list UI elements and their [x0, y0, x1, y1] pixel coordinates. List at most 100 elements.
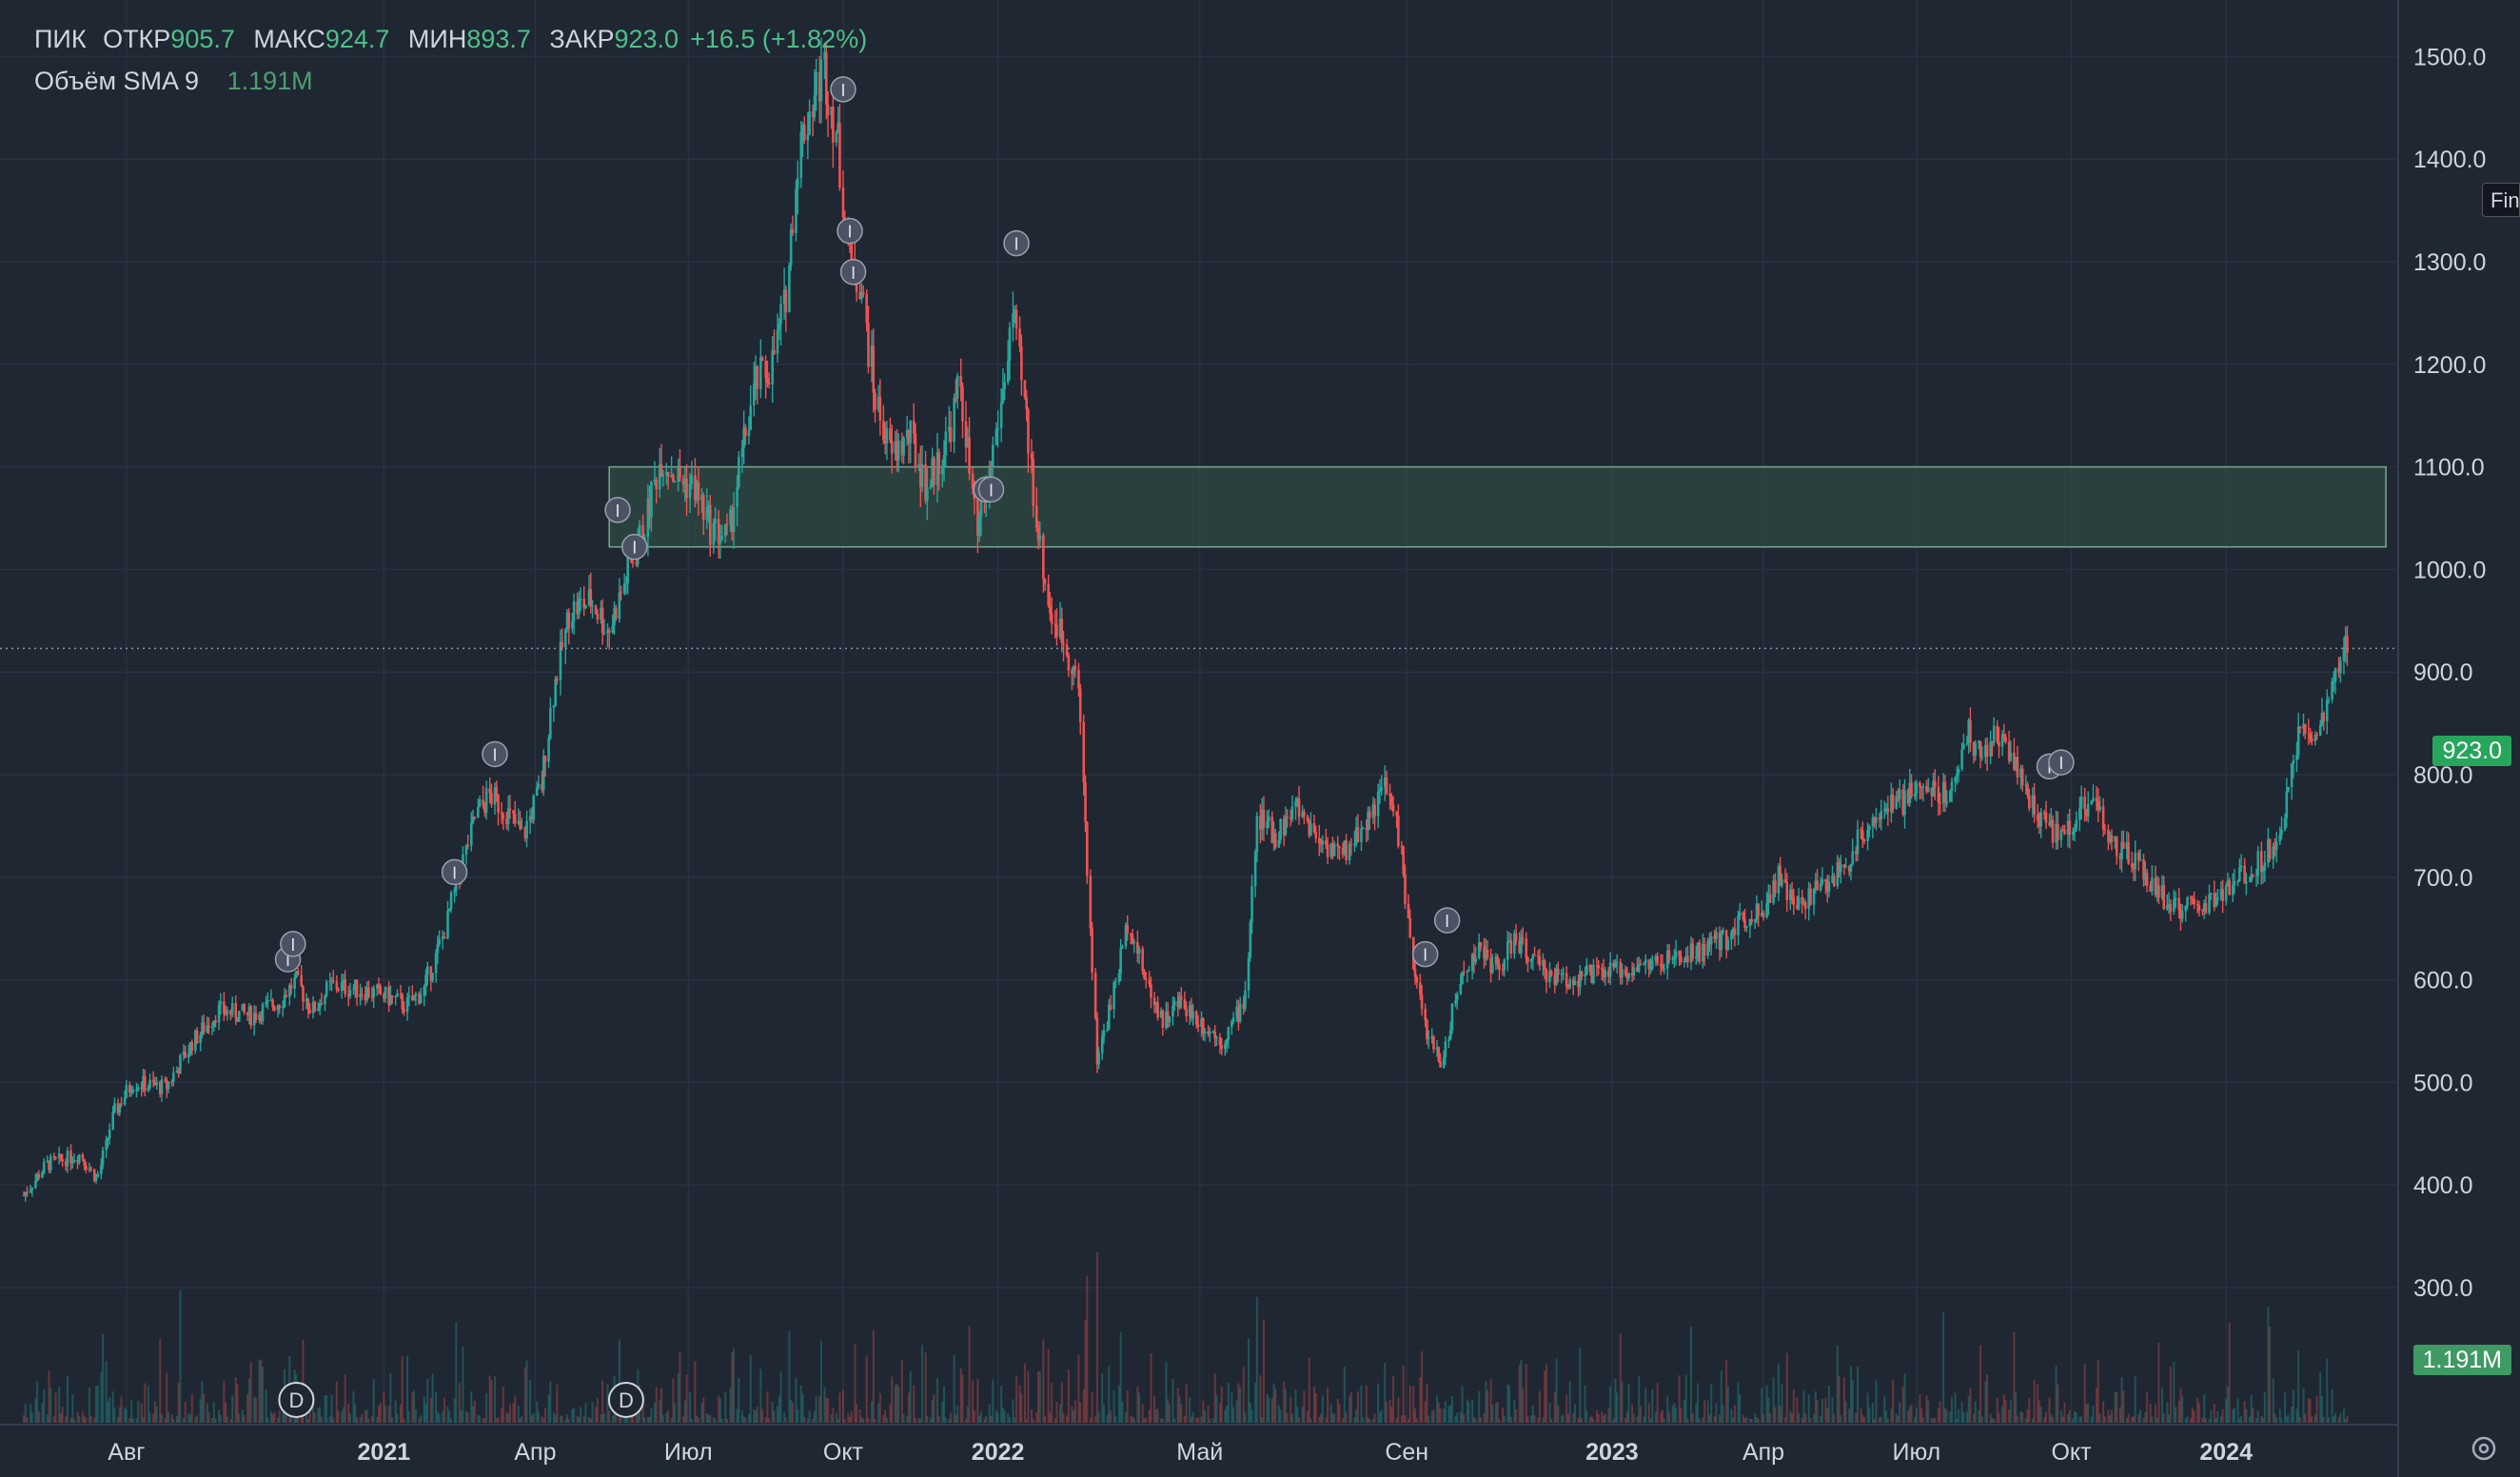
volume-bar	[2181, 1395, 2184, 1423]
candle-body	[948, 426, 951, 432]
candle-body	[2002, 734, 2006, 738]
candle-body	[151, 1079, 155, 1082]
resistance-zone[interactable]	[608, 465, 2387, 548]
candle-body	[254, 1013, 258, 1020]
time-axis[interactable]: Авг 2021 Апр Июл Окт 2022 Май Сен 2023 Апр Июл Окт 2…	[0, 1424, 2398, 1466]
volume-bar	[685, 1374, 688, 1423]
candle-body	[1472, 954, 1476, 962]
volume-bar	[1325, 1417, 1328, 1423]
volume-bar	[2254, 1418, 2257, 1423]
candle-body	[2204, 902, 2208, 914]
volume-bar	[1520, 1359, 1523, 1423]
price-axis[interactable]: 1600.01500.01400.01300.01200.01100.01000…	[2397, 0, 2486, 1477]
candle-body	[123, 1097, 127, 1105]
candle-body	[1058, 619, 1062, 638]
volume-bar	[564, 1418, 567, 1423]
volume-bar	[2219, 1415, 2222, 1423]
candle-body	[1072, 666, 1075, 675]
volume-bar	[1001, 1407, 1004, 1423]
volume-bar	[1624, 1418, 1627, 1423]
candle-body	[1223, 1044, 1227, 1049]
candle-body	[1526, 957, 1529, 962]
volume-bar	[361, 1413, 364, 1423]
volume-bar	[2083, 1364, 2086, 1423]
volume-bar	[1796, 1396, 1799, 1423]
candle-body	[1117, 973, 1121, 982]
volume-bar	[1119, 1332, 1122, 1423]
volume-bar	[1892, 1380, 1895, 1423]
candle-body	[1536, 955, 1540, 957]
candle-body	[784, 289, 788, 313]
volume-bar	[801, 1393, 804, 1423]
volume-legend[interactable]: Объём SMA 9 1.191M	[34, 67, 313, 96]
candle-body	[377, 984, 381, 987]
candle-body	[2061, 829, 2064, 831]
volume-bar	[1804, 1413, 1807, 1423]
candle-body	[572, 601, 576, 622]
candle-body	[776, 329, 779, 354]
volume-bar	[1220, 1387, 1223, 1423]
candle-body	[2057, 824, 2059, 840]
volume-bar	[1047, 1349, 1050, 1423]
candle-body	[449, 892, 453, 910]
volume-bar	[1327, 1387, 1329, 1423]
candle-body	[330, 979, 333, 981]
candle-body	[1891, 795, 1895, 809]
volume-bar	[742, 1416, 745, 1423]
candle-body	[1703, 943, 1706, 956]
candle-body	[1678, 951, 1681, 956]
candle-body	[502, 814, 505, 819]
time-tick-label: 2023	[1585, 1439, 1639, 1466]
volume-bar	[891, 1376, 894, 1423]
candle-body	[614, 607, 618, 620]
candle-body	[2272, 846, 2274, 859]
volume-bar	[1792, 1388, 1795, 1423]
candle-body	[1427, 1038, 1430, 1040]
candle-body	[1571, 979, 1575, 986]
volume-bar	[76, 1412, 79, 1423]
volume-bar	[1427, 1415, 1430, 1423]
volume-bar	[1951, 1396, 1954, 1423]
volume-bar	[1023, 1363, 1026, 1423]
candle-body	[811, 111, 815, 118]
volume-bar	[187, 1413, 190, 1423]
candle-body	[707, 504, 710, 508]
candle-body	[1750, 918, 1753, 922]
candle-body	[446, 910, 449, 939]
candle-body	[885, 428, 889, 443]
candle-body	[1518, 940, 1521, 954]
volume-bar	[1365, 1385, 1368, 1423]
candle-body	[517, 820, 521, 824]
candle-body	[883, 440, 887, 443]
volume-bar	[631, 1413, 634, 1423]
volume-bar	[196, 1415, 199, 1423]
candle-body	[618, 592, 621, 620]
candle-body	[278, 1005, 282, 1008]
financials-tooltip[interactable]: Fina	[2482, 183, 2520, 217]
candle-body	[234, 1003, 238, 1019]
volume-bar	[152, 1413, 155, 1423]
volume-bar	[1680, 1408, 1683, 1423]
candle-body	[1680, 955, 1683, 963]
volume-bar	[137, 1401, 140, 1423]
candle-body	[1378, 790, 1382, 793]
resistance-zone-rect	[608, 465, 2387, 548]
candle-body	[1836, 861, 1840, 887]
volume-bar	[1824, 1397, 1827, 1423]
candle-body	[1062, 642, 1065, 645]
volume-bar	[1430, 1410, 1433, 1423]
volume-bar	[620, 1417, 622, 1423]
candle-body	[622, 583, 626, 594]
candle-body	[136, 1087, 140, 1091]
volume-bar	[1921, 1417, 1924, 1423]
volume-bar	[1180, 1404, 1183, 1423]
gear-icon[interactable]	[2467, 1431, 2501, 1466]
volume-bar	[265, 1389, 267, 1423]
volume-bar	[144, 1383, 147, 1423]
volume-bar	[653, 1402, 656, 1423]
candle-body	[2280, 829, 2283, 836]
volume-bar	[1761, 1388, 1763, 1423]
price-tick-label: 1200.0	[2413, 352, 2486, 379]
candle-body	[2042, 812, 2046, 814]
